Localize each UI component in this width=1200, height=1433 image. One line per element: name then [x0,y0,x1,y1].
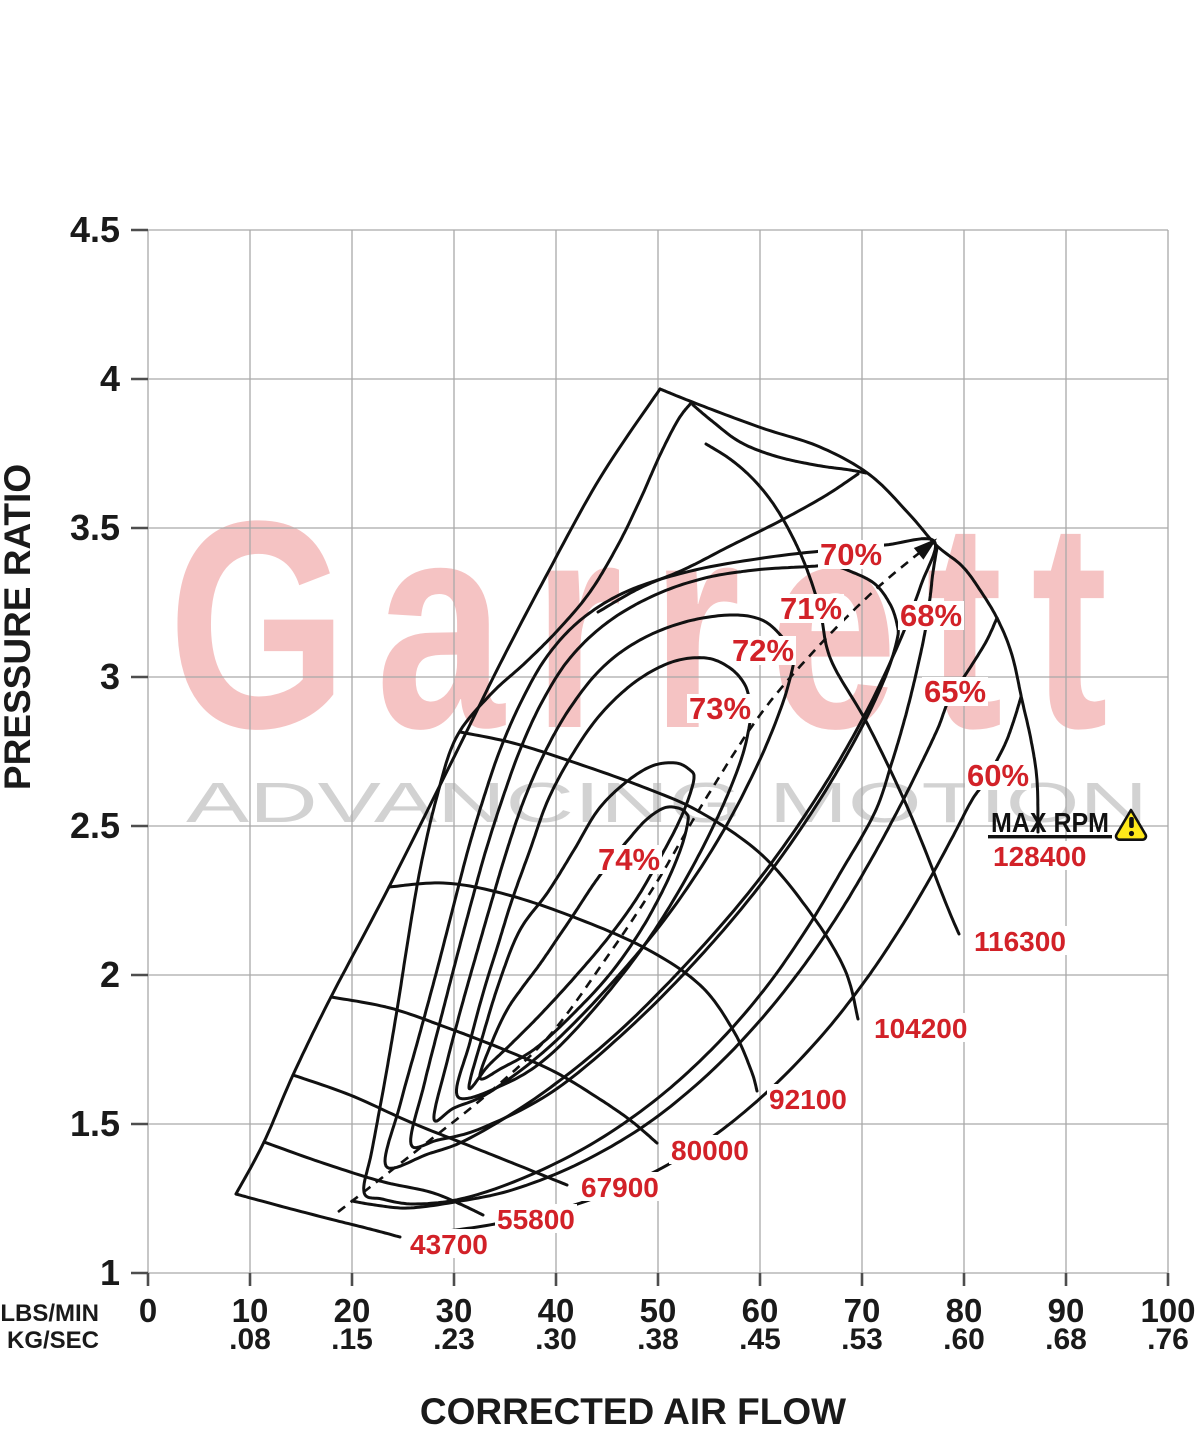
svg-text:.76: .76 [1147,1323,1189,1356]
svg-text:MAX RPM: MAX RPM [991,807,1109,838]
svg-text:.45: .45 [739,1323,781,1356]
svg-text:40: 40 [538,1292,575,1329]
svg-text:70: 70 [844,1292,881,1329]
svg-text:55800: 55800 [497,1204,575,1235]
svg-text:73%: 73% [689,691,751,726]
svg-text:128400: 128400 [993,841,1086,872]
svg-text:60: 60 [742,1292,779,1329]
svg-text:43700: 43700 [410,1229,488,1260]
svg-text:10: 10 [232,1292,269,1329]
svg-text:.38: .38 [637,1323,679,1356]
svg-text:.08: .08 [229,1323,271,1356]
svg-text:71%: 71% [780,591,842,626]
svg-text:80: 80 [946,1292,983,1329]
svg-text:90: 90 [1048,1292,1085,1329]
svg-text:CORRECTED AIR FLOW: CORRECTED AIR FLOW [420,1391,846,1432]
svg-text:4.5: 4.5 [70,209,120,250]
svg-text:2.5: 2.5 [70,805,120,846]
svg-text:2: 2 [100,954,120,995]
svg-text:.23: .23 [433,1323,475,1356]
svg-text:4: 4 [100,358,120,399]
svg-text:50: 50 [640,1292,677,1329]
svg-text:72%: 72% [732,633,794,668]
svg-text:.15: .15 [331,1323,373,1356]
svg-text:3: 3 [100,656,120,697]
svg-text:20: 20 [334,1292,371,1329]
svg-text:68%: 68% [900,598,962,633]
svg-text:LBS/MIN: LBS/MIN [0,1300,99,1327]
svg-text:1: 1 [100,1252,120,1293]
svg-text:65%: 65% [924,674,986,709]
svg-text:PRESSURE RATIO: PRESSURE RATIO [0,464,38,790]
svg-text:.68: .68 [1045,1323,1087,1356]
svg-text:80000: 80000 [671,1135,749,1166]
svg-text:.60: .60 [943,1323,985,1356]
svg-text:67900: 67900 [581,1172,659,1203]
svg-text:0: 0 [139,1292,157,1329]
svg-text:60%: 60% [967,758,1029,793]
svg-text:100: 100 [1140,1292,1195,1329]
svg-text:92100: 92100 [769,1084,847,1115]
svg-text:1.5: 1.5 [70,1103,120,1144]
svg-text:.30: .30 [535,1323,577,1356]
svg-text:116300: 116300 [974,926,1066,957]
svg-text:30: 30 [436,1292,473,1329]
svg-text:104200: 104200 [874,1013,967,1044]
svg-text:74%: 74% [598,842,660,877]
svg-text:KG/SEC: KG/SEC [7,1327,99,1354]
svg-text:70%: 70% [820,537,882,572]
svg-text:3.5: 3.5 [70,507,120,548]
svg-text:.53: .53 [841,1323,883,1356]
